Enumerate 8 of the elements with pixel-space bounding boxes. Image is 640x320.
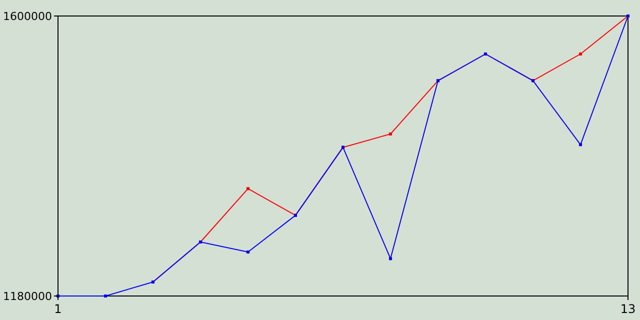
point: [389, 257, 392, 260]
point: [579, 143, 582, 146]
line-series: [56, 14, 630, 298]
x-tick-label: 13: [620, 302, 636, 316]
y-tick-label: 1180000: [3, 290, 52, 303]
point: [246, 187, 250, 190]
x-tick-label: 1: [54, 302, 62, 316]
y-tick-label: 1600000: [3, 10, 52, 23]
